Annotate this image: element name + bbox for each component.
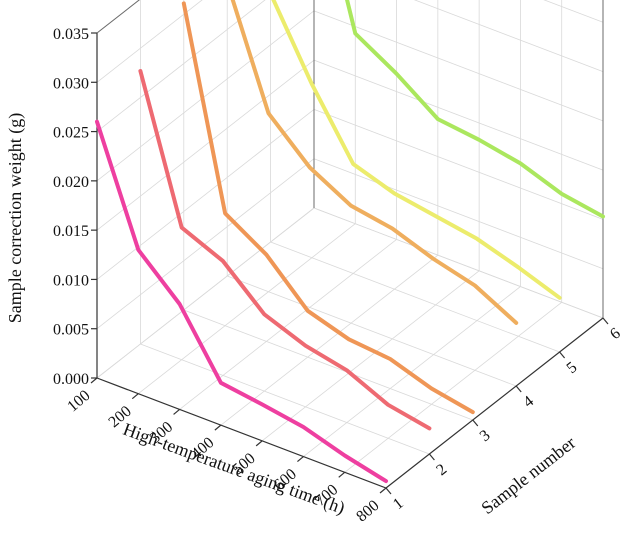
series-line-sample-1: [95, 119, 388, 484]
z-tick-label: 1: [390, 495, 407, 513]
grid-line: [543, 0, 604, 23]
grid-line: [96, 158, 315, 330]
grid-line: [179, 239, 397, 410]
z-tick-label: 2: [433, 461, 450, 479]
z-tick-label: 3: [477, 427, 494, 445]
z-tick-label: 5: [564, 359, 581, 377]
grid-line: [96, 10, 315, 182]
grid-line: [96, 59, 315, 231]
grid-line: [220, 254, 439, 426]
y-tick-label: 0.035: [53, 26, 89, 43]
axis-layer: [90, 0, 609, 495]
x-tick-label: 800: [353, 497, 382, 525]
grid-line: [140, 343, 430, 455]
grid-line: [313, 10, 604, 122]
z-tick-mark: [428, 453, 435, 461]
grid-line: [313, 207, 604, 319]
x-tick-mark: [173, 408, 180, 415]
z-tick-mark: [559, 351, 566, 359]
series-line-sample-4: [230, 0, 519, 325]
x-tick-mark: [90, 377, 98, 384]
z-tick-mark: [385, 487, 392, 495]
grid-line: [313, 59, 604, 171]
grid-line: [313, 109, 604, 220]
grid-line: [96, 0, 266, 132]
x-tick-mark: [338, 471, 346, 478]
y-tick-label: 0.005: [53, 322, 89, 339]
z-axis-line: [385, 317, 604, 489]
y-tick-label: 0.030: [53, 75, 89, 92]
x-axis-line: [96, 377, 387, 489]
grid-line: [261, 270, 480, 442]
z-tick-mark: [515, 385, 522, 393]
x-tick-mark: [131, 393, 139, 400]
grid-line: [183, 309, 473, 421]
box-edge: [96, 0, 140, 34]
x-tick-label: 100: [64, 387, 93, 415]
grid-line: [96, 0, 203, 83]
y-tick-label: 0.010: [53, 272, 89, 289]
z-tick-label: 6: [607, 325, 624, 343]
y-axis-title: Sample correction weight (g): [5, 113, 26, 323]
grid-line: [413, 0, 604, 72]
y-tick-label: 0.015: [53, 223, 89, 240]
grid-line: [96, 109, 315, 280]
grid-line: [227, 275, 517, 387]
z-tick-mark: [472, 419, 479, 427]
y-tick-label: 0.025: [53, 125, 89, 142]
x-tick-mark: [297, 456, 304, 463]
series-layer: [95, 0, 605, 484]
series-line-sample-5: [271, 0, 562, 300]
grid-line: [96, 207, 315, 379]
grid-line: [303, 286, 521, 457]
z-tick-mark: [602, 317, 609, 325]
z-tick-label: 4: [520, 393, 537, 411]
grid-layer: [96, 0, 604, 489]
grid-line: [270, 241, 560, 353]
grid-line: [313, 158, 604, 270]
x-tick-mark: [255, 440, 263, 447]
y-tick-label: 0.020: [53, 174, 89, 191]
z-axis-title: Sample number: [477, 432, 579, 518]
series-line-sample-2: [138, 69, 432, 431]
x-tick-mark: [379, 487, 387, 494]
grid-line: [138, 223, 356, 395]
x-tick-mark: [214, 424, 222, 431]
series-line-sample-3: [181, 1, 475, 415]
y-tick-label: 0.000: [53, 371, 89, 388]
grid-line: [344, 301, 562, 473]
series-line-sample-6: [345, 0, 605, 219]
